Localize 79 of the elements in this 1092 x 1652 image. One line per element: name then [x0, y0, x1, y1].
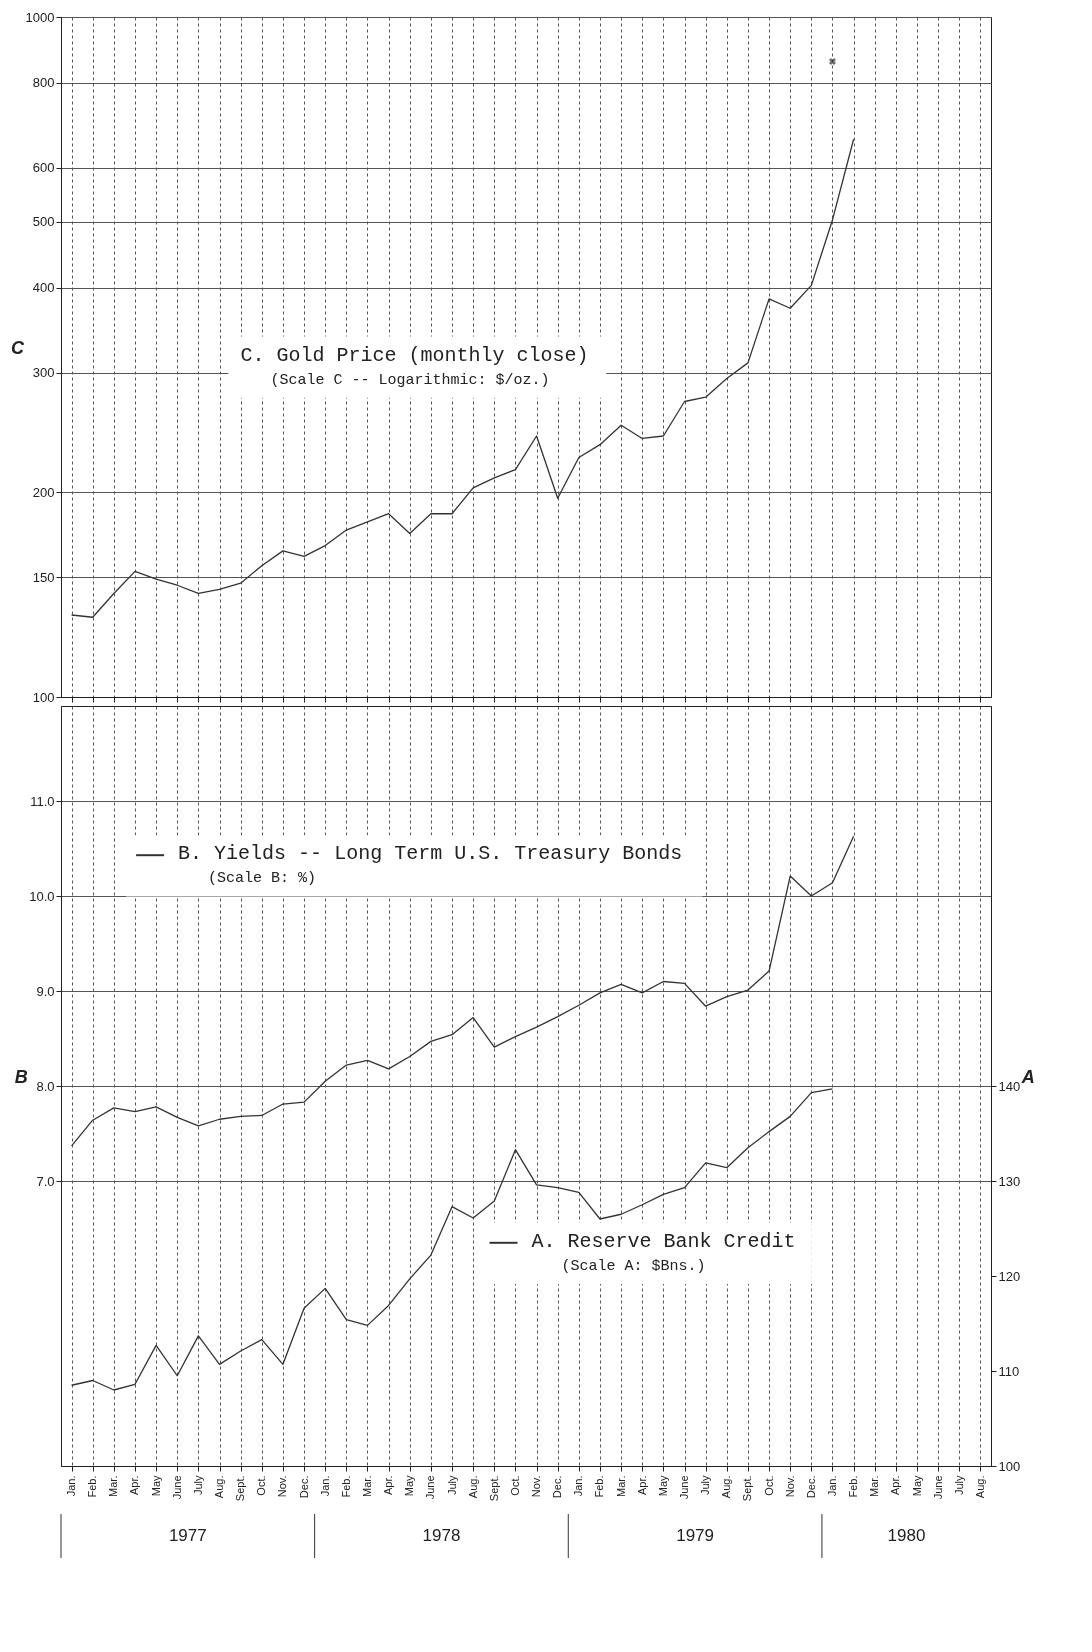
x-tick-label: Apr.: [889, 1475, 902, 1496]
x-tick-label: June: [931, 1475, 944, 1500]
y-tick-label: 500: [32, 214, 55, 230]
y-tick-label: 600: [32, 160, 55, 176]
y-tick-label: 300: [32, 365, 55, 381]
y2-axis-title: A: [1020, 1066, 1035, 1087]
x-tick-label: Feb.: [593, 1475, 606, 1498]
x-tick-label: May: [656, 1475, 669, 1497]
line-series: [70, 835, 855, 1147]
y2-tick-label: 110: [998, 1363, 1020, 1379]
y-tick-label: 9.0: [36, 983, 55, 999]
y2-tick-label: 100: [998, 1458, 1021, 1474]
y-tick-label: 10.0: [29, 888, 55, 904]
x-tick-label: Nov.: [276, 1475, 289, 1498]
text: (Scale C -- Logarithmic: $/oz.): [270, 371, 550, 389]
annotation: (Scale B: %): [208, 870, 317, 888]
x-tick-label: Sept.: [234, 1475, 247, 1502]
y-tick-label: 800: [32, 75, 55, 91]
x-tick-label: June: [678, 1475, 691, 1500]
x-tick-label: July: [699, 1475, 712, 1496]
line-series: [70, 138, 855, 618]
legend-label: B. Yields -- Long Term U.S. Treasury Bonds: [178, 842, 683, 866]
y-axis-title: B: [14, 1066, 28, 1087]
x-tick-label: Feb.: [339, 1475, 352, 1498]
y2-tick-label: 120: [998, 1268, 1021, 1284]
x-tick-label: Apr.: [128, 1475, 141, 1496]
y-tick-label: 100: [32, 689, 55, 705]
text: 1979: [676, 1526, 714, 1545]
x-tick-label: Dec.: [804, 1475, 817, 1499]
x-tick-label: Mar.: [107, 1475, 120, 1497]
x-tick-label: July: [191, 1475, 204, 1496]
x-tick-label: Oct.: [508, 1475, 521, 1496]
text: 1978: [422, 1526, 461, 1545]
x-tick-label: Nov.: [783, 1475, 796, 1498]
x-tick-label: Oct.: [255, 1475, 268, 1496]
x-tick-label: Jan.: [572, 1475, 585, 1497]
x-tick-label: Aug.: [973, 1475, 986, 1499]
x-tick-label: June: [170, 1475, 183, 1500]
x-tick-label: May: [910, 1475, 923, 1497]
x-tick-label: Feb.: [86, 1475, 99, 1498]
x-tick-label: Apr.: [635, 1475, 648, 1496]
y-tick-label: 7.0: [36, 1173, 55, 1189]
text: 1980: [887, 1526, 926, 1545]
x-tick-label: June: [424, 1475, 437, 1500]
legend-label: A. Reserve Bank Credit: [531, 1229, 796, 1253]
x-tick-label: Oct.: [762, 1475, 775, 1496]
y-tick-label: 8.0: [36, 1078, 55, 1094]
x-tick-label: Feb.: [847, 1475, 860, 1498]
line-series: [70, 1088, 834, 1391]
text: 1977: [168, 1526, 207, 1545]
y-axis-title: C: [11, 337, 26, 358]
x-tick-label: Dec.: [551, 1475, 564, 1499]
x-tick-label: Aug.: [213, 1475, 226, 1499]
y2-tick-label: 130: [998, 1173, 1021, 1189]
y-tick-label: 11.0: [30, 793, 55, 809]
x-tick-label: Aug.: [466, 1475, 479, 1499]
annotation: (Scale A: $Bns.): [561, 1257, 706, 1275]
x-tick-label: July: [952, 1475, 965, 1496]
x-tick-label: Sept.: [487, 1475, 500, 1502]
x-tick-label: Apr.: [382, 1475, 395, 1496]
x-tick-label: Sept.: [741, 1475, 754, 1502]
x-tick-label: Mar.: [614, 1475, 627, 1497]
y-tick-label: 400: [32, 280, 55, 296]
x-tick-label: Jan.: [825, 1475, 838, 1497]
x-tick-label: Jan.: [65, 1475, 78, 1497]
x-tick-label: Aug.: [720, 1475, 733, 1499]
x-tick-label: May: [149, 1475, 162, 1497]
x-tick-label: Dec.: [297, 1475, 310, 1499]
text: C. Gold Price (monthly close): [240, 343, 589, 367]
y-tick-label: 150: [32, 569, 55, 585]
x-tick-label: Nov.: [530, 1475, 543, 1498]
y2-tick-label: 140: [998, 1078, 1021, 1094]
x-tick-label: Jan.: [318, 1475, 331, 1497]
x-tick-label: July: [445, 1475, 458, 1496]
x-tick-label: May: [403, 1475, 416, 1497]
x-tick-label: Mar.: [868, 1475, 881, 1497]
x-tick-label: Mar.: [360, 1475, 373, 1497]
y-tick-label: 1000: [25, 9, 55, 25]
y-tick-label: 200: [32, 484, 55, 500]
